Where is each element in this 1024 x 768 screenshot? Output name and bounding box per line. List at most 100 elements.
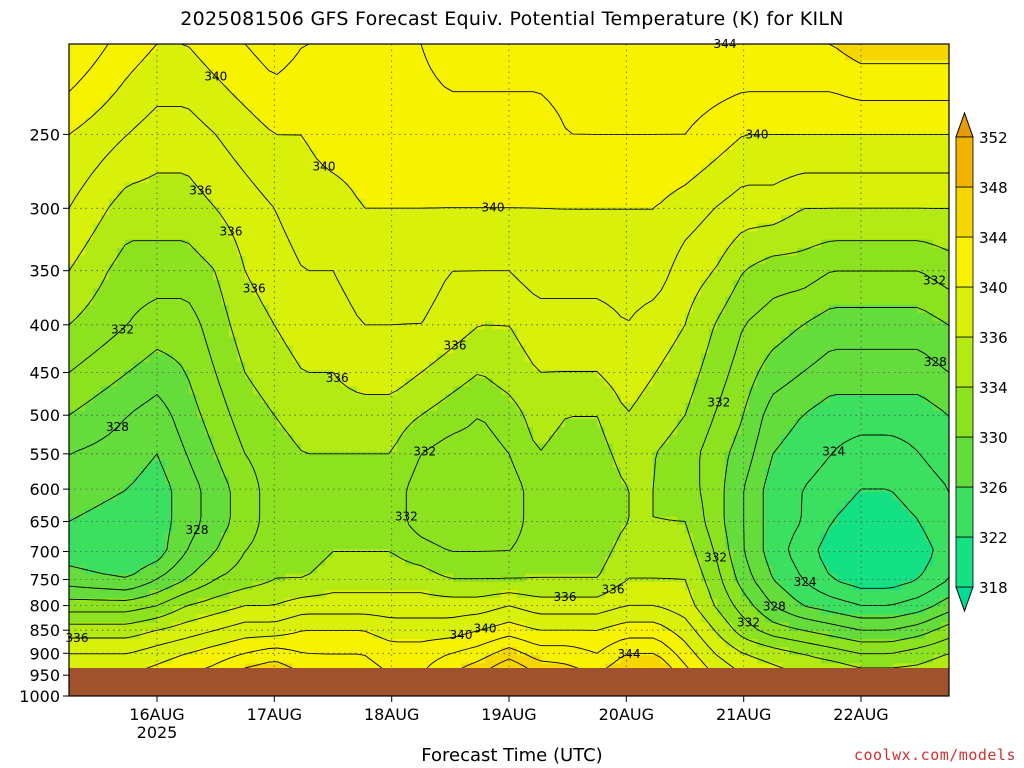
field-cell: [125, 288, 134, 298]
field-cell: [165, 321, 174, 330]
field-cell: [349, 133, 358, 143]
field-cell: [469, 378, 478, 387]
field-cell: [933, 264, 942, 273]
field-cell: [269, 223, 278, 233]
field-cell: [181, 76, 190, 86]
field-cell: [781, 231, 790, 241]
field-cell: [709, 386, 718, 396]
field-cell: [757, 329, 766, 338]
field-cell: [653, 68, 662, 78]
field-cell: [893, 264, 902, 273]
field-cell: [829, 247, 838, 257]
field-cell: [357, 329, 366, 338]
field-cell: [397, 76, 406, 86]
field-cell: [213, 410, 222, 420]
field-cell: [533, 141, 542, 151]
field-cell: [285, 198, 294, 208]
field-cell: [901, 84, 910, 94]
field-cell: [477, 378, 486, 387]
field-cell: [229, 370, 238, 379]
field-cell: [805, 60, 814, 70]
field-cell: [693, 109, 702, 118]
field-cell: [685, 247, 694, 257]
field-cell: [845, 109, 854, 118]
field-cell: [477, 158, 486, 167]
field-cell: [885, 402, 894, 412]
field-cell: [165, 223, 174, 233]
field-cell: [869, 101, 878, 110]
field-cell: [869, 231, 878, 241]
field-cell: [557, 255, 566, 265]
field-cell: [917, 84, 926, 94]
field-cell: [149, 272, 158, 281]
field-cell: [445, 198, 454, 208]
field-cell: [173, 280, 182, 290]
field-cell: [533, 304, 542, 314]
field-cell: [309, 101, 318, 110]
field-cell: [229, 149, 238, 159]
field-cell: [69, 255, 78, 265]
field-cell: [157, 223, 166, 233]
field-cell: [725, 239, 734, 249]
field-cell: [589, 60, 598, 70]
field-cell: [141, 296, 150, 306]
field-cell: [317, 215, 326, 224]
field-cell: [197, 190, 206, 200]
field-cell: [597, 109, 606, 118]
field-cell: [469, 312, 478, 322]
field-cell: [733, 182, 742, 192]
field-cell: [373, 247, 382, 257]
field-cell: [317, 84, 326, 94]
field-cell: [101, 68, 110, 78]
field-cell: [701, 312, 710, 322]
field-cell: [701, 207, 710, 216]
field-cell: [733, 174, 742, 184]
field-cell: [461, 174, 470, 184]
field-cell: [157, 141, 166, 151]
field-cell: [373, 158, 382, 167]
field-cell: [229, 92, 238, 102]
field-cell: [109, 101, 118, 110]
field-cell: [701, 149, 710, 159]
field-cell: [557, 117, 566, 127]
field-cell: [149, 223, 158, 233]
field-cell: [213, 361, 222, 371]
field-cell: [653, 182, 662, 192]
field-cell: [573, 394, 582, 404]
field-cell: [405, 329, 414, 338]
field-cell: [613, 133, 622, 143]
field-cell: [909, 182, 918, 192]
field-cell: [637, 198, 646, 208]
field-cell: [605, 231, 614, 241]
field-cell: [805, 321, 814, 330]
field-cell: [501, 158, 510, 167]
field-cell: [421, 345, 430, 355]
field-cell: [869, 361, 878, 371]
field-cell: [909, 223, 918, 233]
field-cell: [765, 239, 774, 249]
field-cell: [773, 182, 782, 192]
field-cell: [797, 60, 806, 70]
field-cell: [341, 68, 350, 78]
field-cell: [445, 264, 454, 273]
field-cell: [853, 255, 862, 265]
field-cell: [661, 166, 670, 175]
field-cell: [85, 109, 94, 118]
field-cell: [189, 329, 198, 338]
field-cell: [709, 117, 718, 127]
field-cell: [181, 141, 190, 151]
field-cell: [453, 133, 462, 143]
field-cell: [597, 353, 606, 363]
field-cell: [733, 52, 742, 61]
field-cell: [125, 378, 134, 387]
field-cell: [869, 345, 878, 355]
field-cell: [901, 280, 910, 290]
field-cell: [149, 239, 158, 249]
field-cell: [909, 207, 918, 216]
field-cell: [645, 312, 654, 322]
field-cell: [869, 149, 878, 159]
field-cell: [621, 353, 630, 363]
field-cell: [501, 370, 510, 379]
field-cell: [421, 141, 430, 151]
field-cell: [141, 386, 150, 396]
